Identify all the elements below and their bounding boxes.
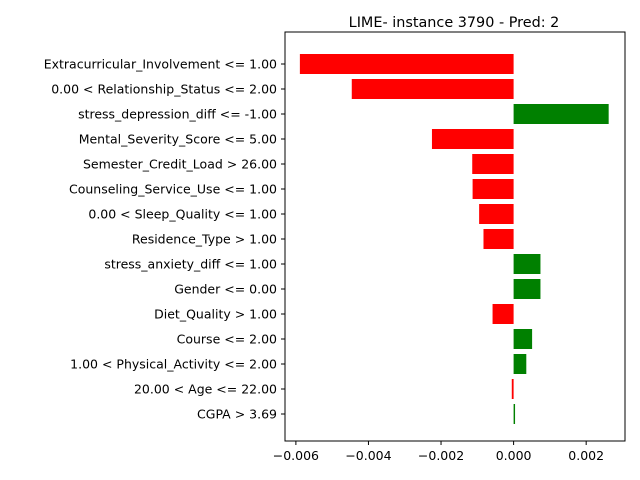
bars [299, 54, 609, 424]
y-tick-label: Counseling_Service_Use <= 1.00 [69, 182, 277, 197]
bar [351, 79, 514, 99]
bar [431, 129, 514, 149]
y-tick-label: Extracurricular_Involvement <= 1.00 [44, 57, 277, 72]
bar [479, 204, 514, 224]
y-tick-label: Residence_Type > 1.00 [132, 232, 277, 247]
x-tick-label: −0.002 [418, 448, 464, 463]
y-tick-label: stress_anxiety_diff <= 1.00 [104, 257, 277, 272]
bar [483, 229, 514, 249]
y-tick-label: 1.00 < Physical_Activity <= 2.00 [70, 357, 277, 372]
bar [513, 279, 541, 299]
x-tick-label: −0.006 [273, 448, 319, 463]
y-tick-label: 0.00 < Relationship_Status <= 2.00 [51, 82, 277, 97]
y-tick-label: CGPA > 3.69 [197, 407, 277, 422]
x-tick-labels: −0.006 −0.004 −0.002 0.000 0.002 [273, 441, 604, 463]
bar [472, 179, 514, 199]
bar [299, 54, 514, 74]
y-tick-label: Course <= 2.00 [177, 332, 277, 347]
plot-frame [284, 31, 626, 442]
x-tick-label: 0.002 [568, 448, 604, 463]
bar [511, 379, 514, 399]
y-tick-label: Semester_Credit_Load > 26.00 [83, 157, 277, 172]
bar [513, 404, 516, 424]
y-tick-labels: Extracurricular_Involvement <= 1.00 0.00 … [44, 57, 285, 422]
bar [513, 254, 541, 274]
y-tick-label: Diet_Quality > 1.00 [154, 307, 277, 322]
x-tick-label: 0.000 [496, 448, 532, 463]
y-tick-label: Mental_Severity_Score <= 5.00 [79, 132, 277, 147]
y-tick-label: stress_depression_diff <= -1.00 [78, 107, 277, 122]
bar [513, 329, 533, 349]
chart-title: LIME- instance 3790 - Pred: 2 [349, 15, 560, 31]
y-tick-label: 20.00 < Age <= 22.00 [134, 382, 277, 397]
y-tick-label: 0.00 < Sleep_Quality <= 1.00 [88, 207, 277, 222]
bar [513, 354, 527, 374]
bar [513, 104, 609, 124]
y-tick-label: Gender <= 0.00 [174, 282, 277, 297]
bar [472, 154, 514, 174]
x-tick-label: −0.004 [345, 448, 391, 463]
bar [492, 304, 514, 324]
